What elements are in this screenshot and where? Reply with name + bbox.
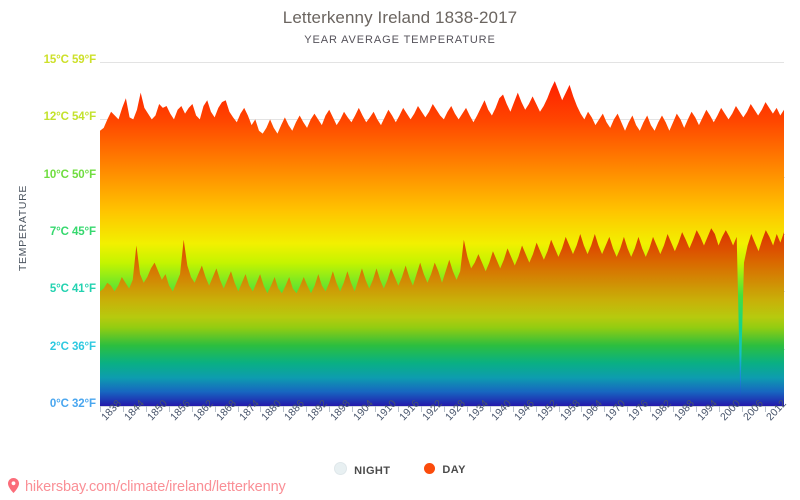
y-axis-tick-label: 0°C 32°F [49,398,96,410]
y-axis-tick-label: 12°C 54°F [43,111,97,124]
x-axis-tick-mark [443,406,445,412]
chart-legend: NIGHT DAY [0,462,800,477]
night-series-area [100,228,784,406]
x-axis-tick-mark [673,406,675,412]
gridline [100,62,784,63]
x-axis-tick-mark [237,406,239,412]
x-axis-tick-mark [329,406,331,412]
x-axis-tick-mark [604,406,606,412]
x-axis-tick-mark [260,406,262,412]
legend-item-night[interactable]: NIGHT [334,462,390,477]
x-axis-tick-mark [512,406,514,412]
x-axis-tick-mark [764,406,766,412]
x-axis-tick-mark [420,406,422,412]
x-axis-tick-mark [191,406,193,412]
source-link[interactable]: hikersbay.com/climate/ireland/letterkenn… [8,478,286,497]
legend-label: DAY [442,464,466,476]
plot-area [100,62,784,406]
x-axis-tick-mark [398,406,400,412]
y-axis-tick-label: 10°C 50°F [43,168,97,181]
x-axis-tick-mark [558,406,560,412]
page-title: Letterkenny Ireland 1838-2017 [282,8,518,27]
x-axis-tick-mark [352,406,354,412]
x-axis-tick-mark [627,406,629,412]
x-axis-tick-mark [122,406,124,412]
x-axis-tick-mark [581,406,583,412]
x-axis-tick-mark [741,406,743,412]
x-axis-tick-mark [466,406,468,412]
x-axis-tick-mark [696,406,698,412]
y-axis-tick-label: 15°C 59°F [43,54,97,66]
x-axis-tick-mark [145,406,147,412]
chart-subtitle: YEAR AVERAGE TEMPERATURE [304,34,496,46]
x-axis-line [100,406,784,407]
x-axis-tick-mark [375,406,377,412]
legend-swatch-night-icon [334,462,348,475]
legend-item-day[interactable]: DAY [424,463,465,476]
x-axis-tick-mark [100,406,101,412]
x-axis-tick-mark [306,406,308,412]
y-axis-ticks: 15°C 59°F 12°C 54°F 10°C 50°F 7°C 45°F 5°C 4… [0,0,97,500]
y-axis-tick-label: 7°C 45°F [49,226,96,238]
legend-label: NIGHT [354,465,391,477]
x-axis-tick-mark [283,406,285,412]
area-chart-svg [100,81,784,406]
source-url-text: hikersbay.com/climate/ireland/letterkenn… [24,479,286,495]
x-axis-tick-mark [535,406,537,412]
x-axis-tick-mark [650,406,652,412]
x-axis-tick-mark [489,406,491,412]
map-pin-icon [8,478,19,497]
x-axis-tick-mark [168,406,170,412]
x-axis-tick-mark [214,406,216,412]
x-axis-tick-mark [719,406,721,412]
y-axis-tick-label: 2°C 36°F [49,340,96,353]
legend-swatch-day-icon [424,463,436,474]
y-axis-tick-label: 5°C 41°F [49,283,96,296]
